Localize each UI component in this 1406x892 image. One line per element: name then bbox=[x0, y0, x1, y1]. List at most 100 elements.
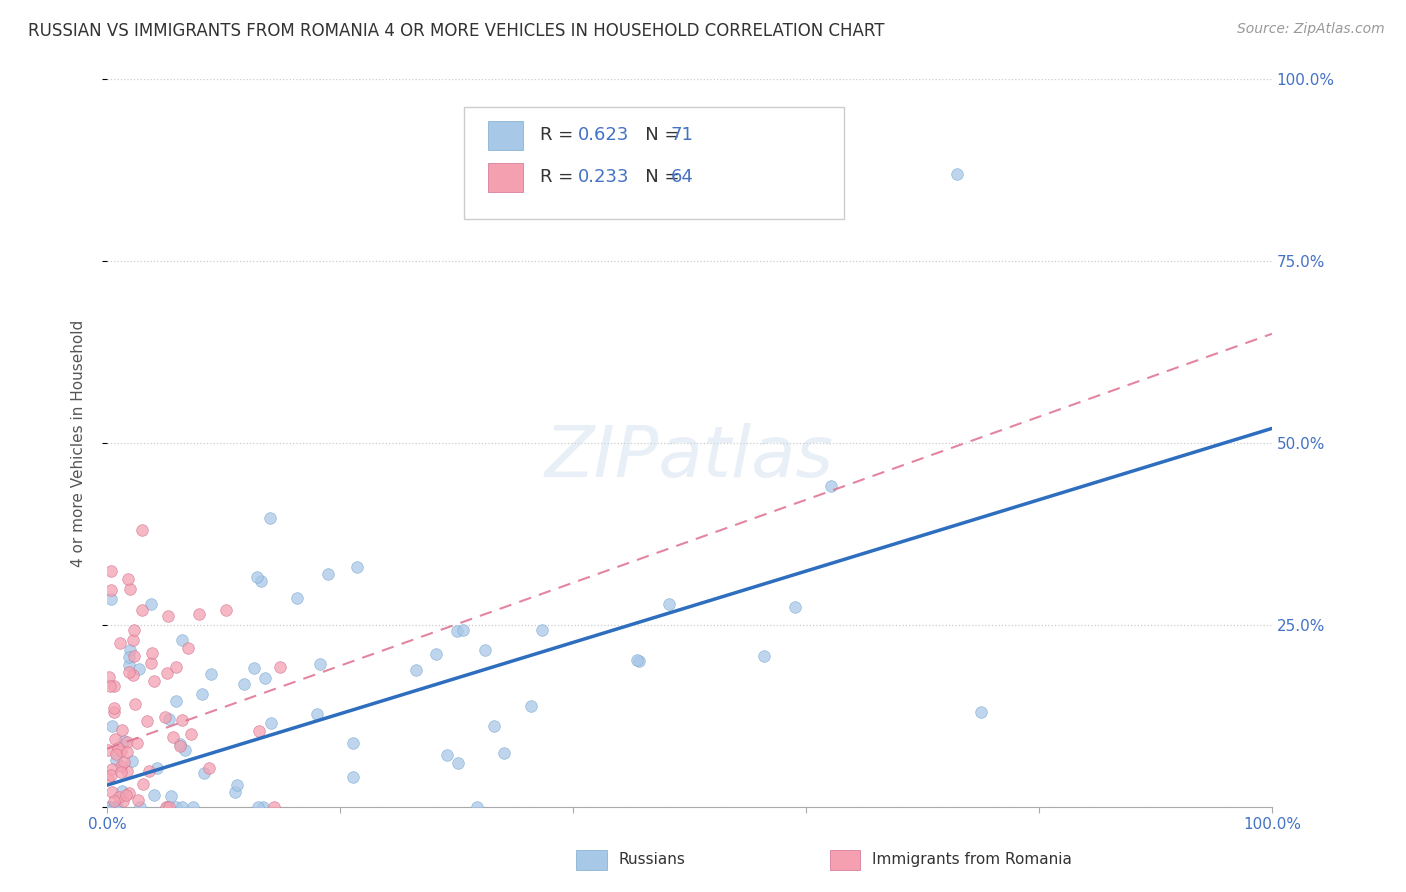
Point bbox=[159, 789, 181, 803]
Point bbox=[103, 705, 125, 719]
Point bbox=[405, 663, 427, 677]
Point bbox=[224, 785, 246, 799]
Point bbox=[492, 747, 515, 761]
Point bbox=[180, 727, 202, 741]
Point bbox=[198, 761, 221, 775]
Point bbox=[482, 719, 505, 733]
Point bbox=[465, 800, 488, 814]
Point bbox=[112, 734, 135, 748]
Point bbox=[104, 731, 127, 746]
Point bbox=[117, 572, 139, 586]
Point bbox=[626, 653, 648, 667]
Point bbox=[127, 793, 149, 807]
Point bbox=[246, 570, 269, 584]
Y-axis label: 4 or more Vehicles in Household: 4 or more Vehicles in Household bbox=[72, 319, 86, 566]
Point bbox=[316, 566, 339, 581]
Point bbox=[110, 636, 132, 650]
Point bbox=[156, 800, 179, 814]
Point bbox=[108, 789, 131, 804]
Text: 0.233: 0.233 bbox=[578, 168, 630, 186]
Point bbox=[193, 765, 215, 780]
Point bbox=[105, 753, 128, 767]
Text: 71: 71 bbox=[671, 126, 693, 144]
Point bbox=[128, 662, 150, 676]
Point bbox=[138, 764, 160, 778]
Point bbox=[159, 712, 181, 726]
Point bbox=[520, 698, 543, 713]
Point bbox=[118, 650, 141, 665]
Point bbox=[627, 654, 650, 668]
Point bbox=[658, 597, 681, 611]
Point bbox=[117, 764, 139, 778]
Point bbox=[125, 736, 148, 750]
Point bbox=[446, 624, 468, 639]
Point bbox=[253, 671, 276, 685]
Point bbox=[97, 670, 120, 684]
Text: ZIPatlas: ZIPatlas bbox=[546, 423, 834, 492]
Point bbox=[139, 656, 162, 670]
Point bbox=[115, 746, 138, 760]
Point bbox=[181, 800, 204, 814]
Point bbox=[131, 603, 153, 617]
Point bbox=[170, 713, 193, 727]
Point bbox=[263, 800, 285, 814]
Point bbox=[269, 659, 291, 673]
Point bbox=[752, 648, 775, 663]
Point bbox=[309, 657, 332, 671]
Point bbox=[177, 641, 200, 656]
Point bbox=[162, 730, 184, 744]
Point bbox=[103, 680, 125, 694]
Point bbox=[155, 800, 177, 814]
Point bbox=[115, 788, 138, 802]
Point bbox=[129, 800, 152, 814]
Point bbox=[436, 747, 458, 762]
Point bbox=[188, 607, 211, 622]
Point bbox=[259, 510, 281, 524]
Point bbox=[120, 582, 142, 596]
Point bbox=[157, 609, 180, 624]
Text: N =: N = bbox=[628, 168, 686, 186]
Text: Immigrants from Romania: Immigrants from Romania bbox=[872, 853, 1071, 867]
Text: Source: ZipAtlas.com: Source: ZipAtlas.com bbox=[1237, 22, 1385, 37]
Point bbox=[120, 643, 142, 657]
Point bbox=[101, 785, 124, 799]
Point bbox=[98, 800, 121, 814]
Point bbox=[100, 583, 122, 598]
Text: 64: 64 bbox=[671, 168, 693, 186]
Point bbox=[112, 794, 135, 808]
Point bbox=[100, 592, 122, 607]
Point bbox=[169, 737, 191, 751]
Point bbox=[100, 719, 122, 733]
Point bbox=[191, 687, 214, 701]
Point bbox=[474, 643, 496, 657]
Text: N =: N = bbox=[628, 126, 686, 144]
Point bbox=[173, 743, 195, 757]
Point bbox=[121, 754, 143, 768]
Point bbox=[215, 603, 238, 617]
Point bbox=[122, 648, 145, 663]
Point bbox=[103, 700, 125, 714]
Point bbox=[105, 800, 128, 814]
Point bbox=[946, 167, 969, 181]
Point bbox=[118, 658, 141, 673]
Point bbox=[105, 747, 128, 762]
Point bbox=[225, 778, 247, 792]
Point bbox=[100, 768, 122, 782]
Point bbox=[425, 647, 447, 661]
Point bbox=[165, 660, 187, 674]
Point bbox=[111, 723, 134, 737]
Point bbox=[247, 724, 270, 739]
Point bbox=[104, 800, 127, 814]
Point bbox=[131, 777, 153, 791]
Point bbox=[233, 677, 256, 691]
Point bbox=[252, 800, 274, 814]
Point bbox=[346, 559, 368, 574]
Point bbox=[157, 800, 180, 814]
Point bbox=[110, 764, 132, 779]
Point bbox=[156, 666, 179, 681]
Point bbox=[242, 660, 264, 674]
Point bbox=[141, 646, 163, 660]
Text: R =: R = bbox=[540, 168, 579, 186]
Point bbox=[98, 800, 121, 814]
Point bbox=[117, 735, 139, 749]
